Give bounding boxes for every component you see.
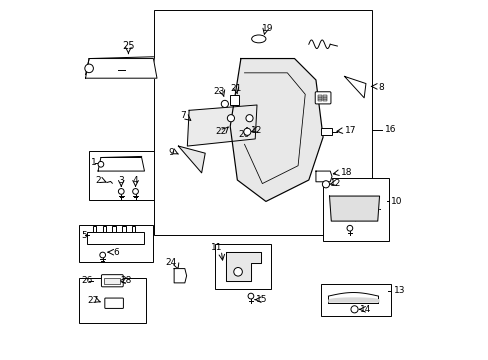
Bar [229,95,239,105]
Polygon shape [187,105,257,146]
Text: 15: 15 [255,295,267,304]
Text: 13: 13 [393,286,405,295]
Circle shape [346,225,352,231]
Polygon shape [344,76,365,98]
Circle shape [245,114,253,122]
Text: 16: 16 [384,126,395,135]
Text: 12: 12 [329,179,341,188]
Bar [89,152,159,200]
Text: 1: 1 [90,158,96,167]
Text: 12: 12 [251,126,262,135]
Bar [317,95,321,97]
FancyBboxPatch shape [315,92,330,104]
Polygon shape [98,157,144,171]
Text: 9: 9 [168,148,174,157]
Text: 21: 21 [229,84,241,93]
Polygon shape [329,196,379,221]
Circle shape [227,114,234,122]
Bar [87,232,144,244]
Polygon shape [225,252,261,281]
Polygon shape [174,269,186,283]
Text: 22: 22 [215,127,226,136]
Bar [112,226,116,232]
Circle shape [100,252,105,258]
Text: 10: 10 [390,197,402,206]
Bar [323,97,326,99]
FancyBboxPatch shape [101,275,123,287]
Text: 4: 4 [132,176,138,185]
Text: 3: 3 [118,176,124,185]
Bar [104,278,120,284]
Bar [132,226,135,232]
Circle shape [247,293,253,299]
Polygon shape [85,59,157,78]
Text: 26: 26 [81,276,92,285]
Bar [317,97,321,99]
Ellipse shape [251,35,265,43]
Text: 6: 6 [113,248,119,257]
Text: 5: 5 [81,231,86,240]
Polygon shape [178,146,205,173]
Text: 28: 28 [120,276,131,285]
Polygon shape [230,59,323,202]
Circle shape [221,100,228,108]
Bar [215,244,270,289]
Text: 18: 18 [340,168,352,177]
Circle shape [350,306,357,313]
Bar [321,284,390,316]
Bar [154,10,372,235]
Text: 20: 20 [238,130,249,139]
Circle shape [233,267,242,276]
Circle shape [322,181,329,188]
Bar [321,128,331,135]
Text: 17: 17 [345,126,356,135]
Text: 19: 19 [262,24,273,33]
Bar [80,225,152,262]
Polygon shape [315,171,331,182]
Circle shape [98,161,103,167]
Text: 7: 7 [180,111,185,120]
Circle shape [244,128,250,135]
Text: 23: 23 [213,87,224,96]
Text: 11: 11 [210,243,222,252]
Bar [323,99,326,101]
Bar [122,226,125,232]
Text: 27: 27 [87,296,98,305]
Bar [317,99,321,101]
Bar [93,226,96,232]
Circle shape [118,189,124,194]
FancyBboxPatch shape [104,298,123,309]
Text: 14: 14 [360,305,371,314]
Text: 24: 24 [165,258,177,267]
Text: 25: 25 [122,41,134,51]
Bar [80,278,145,323]
Circle shape [84,64,93,73]
Bar [323,178,388,241]
Bar [102,226,106,232]
Text: 8: 8 [378,83,384,92]
Text: 2: 2 [95,176,101,185]
Circle shape [132,189,138,194]
Bar [323,95,326,97]
